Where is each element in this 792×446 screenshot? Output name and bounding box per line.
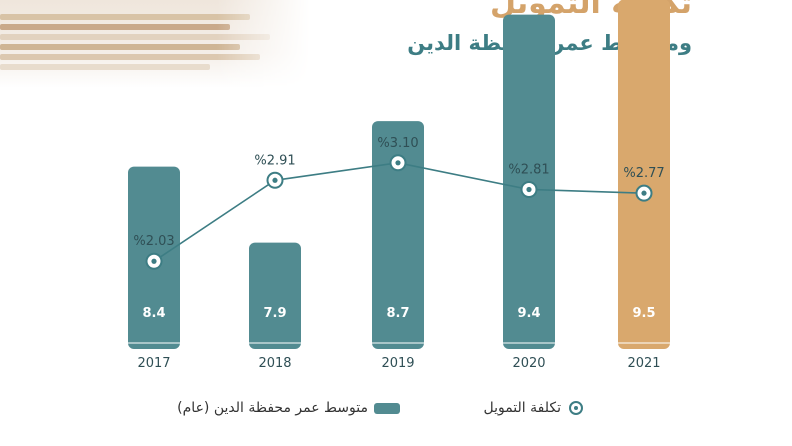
x-tick-label-2017: 2017 bbox=[137, 356, 170, 371]
line-value-label-2020: %2.81 bbox=[508, 162, 549, 177]
line-point-dot-2020 bbox=[526, 186, 532, 193]
line-point-dot-2018 bbox=[272, 177, 278, 183]
line-point-dot-2017 bbox=[151, 258, 157, 264]
header-photo-money bbox=[0, 0, 310, 88]
line-value-label-2018: %2.91 bbox=[254, 153, 295, 168]
x-tick-label-2020: 2020 bbox=[512, 356, 545, 371]
line-point-dot-2021 bbox=[641, 190, 647, 196]
bar-value-label-2020: 9.4 bbox=[517, 306, 540, 321]
legend-item-line: تكلفة التمويل bbox=[483, 400, 583, 416]
bar-value-label-2018: 7.9 bbox=[263, 306, 286, 321]
bar-value-label-2019: 8.7 bbox=[386, 306, 409, 321]
bar-2018 bbox=[249, 242, 301, 349]
bar-2019 bbox=[372, 121, 424, 349]
line-value-label-2019: %3.10 bbox=[377, 136, 418, 151]
line-value-label-2017: %2.03 bbox=[133, 234, 174, 249]
x-tick-label-2021: 2021 bbox=[627, 356, 660, 371]
x-tick-label-2019: 2019 bbox=[381, 356, 414, 371]
legend-line-label: تكلفة التمويل bbox=[483, 400, 561, 416]
x-tick-label-2018: 2018 bbox=[258, 356, 291, 371]
legend-item-bar: متوسط عمر محفظة الدين (عام) bbox=[177, 400, 400, 416]
bar-2021 bbox=[618, 0, 670, 349]
legend-bar-label: متوسط عمر محفظة الدين (عام) bbox=[177, 400, 368, 416]
line-value-label-2021: %2.77 bbox=[623, 166, 664, 181]
bar-value-label-2021: 9.5 bbox=[632, 306, 655, 321]
line-marker-icon bbox=[569, 401, 583, 415]
line-point-dot-2019 bbox=[395, 160, 401, 166]
bar-swatch-icon bbox=[374, 402, 400, 414]
bar-value-label-2017: 8.4 bbox=[142, 306, 165, 321]
